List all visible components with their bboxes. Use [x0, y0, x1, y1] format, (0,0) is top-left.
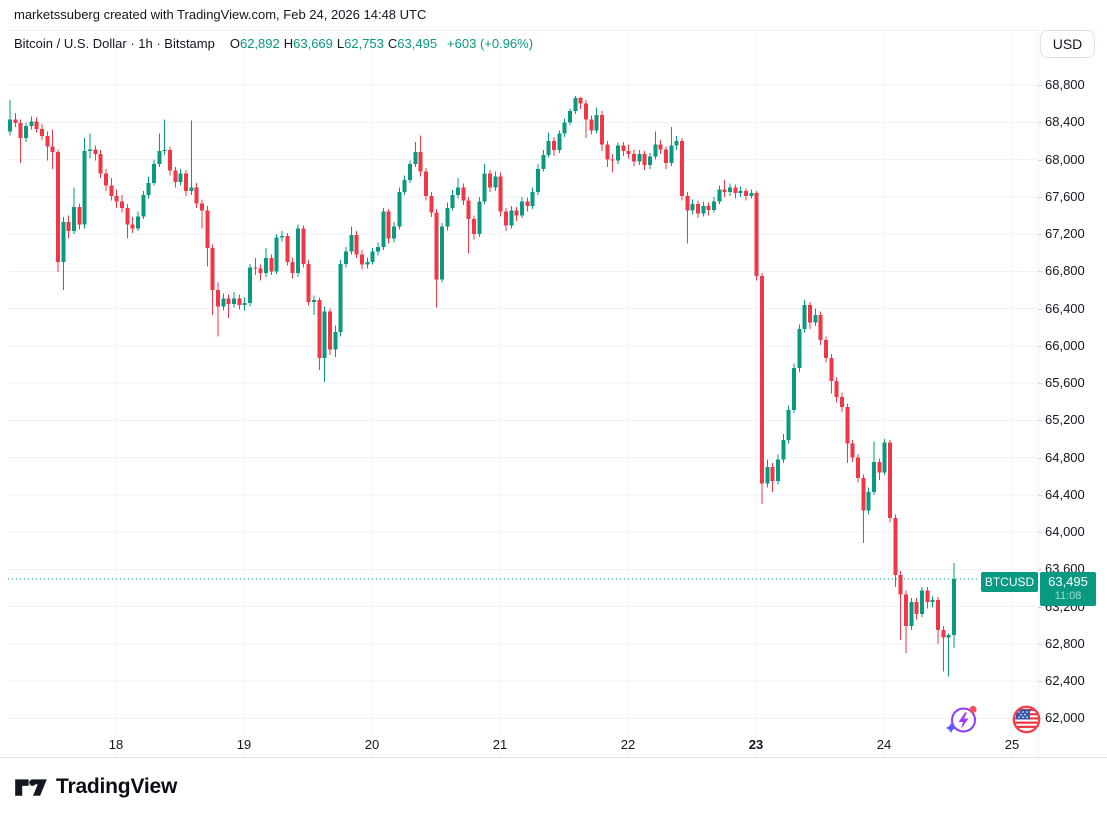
time-tick-label: 19	[236, 737, 252, 752]
time-tick-label: 21	[492, 737, 508, 752]
ohlc-key: C	[387, 36, 398, 51]
price-tick-mark	[1038, 606, 1042, 608]
ohlc-value: 62,753	[344, 36, 384, 51]
price-tick-label: 65,600	[1045, 375, 1085, 391]
price-tick-mark	[1038, 457, 1042, 459]
price-tick-mark	[1038, 196, 1042, 198]
price-tick-mark	[1038, 85, 1042, 86]
boost-spark-icon[interactable]	[944, 701, 980, 737]
price-tick-mark	[1038, 569, 1042, 571]
ohlc-value: 63,495	[397, 36, 438, 51]
last-price-value: 63,495	[1048, 574, 1088, 590]
tradingview-logo-icon	[15, 779, 47, 796]
price-tick-mark	[1038, 681, 1042, 683]
price-tick-label: 65,200	[1045, 412, 1085, 428]
time-tick-label: 24	[876, 737, 892, 752]
price-tick-label: 66,400	[1045, 300, 1085, 316]
bar-countdown: 11:08	[1054, 590, 1082, 603]
price-tick-mark	[1038, 532, 1042, 534]
price-tick-mark	[1038, 234, 1042, 235]
time-tick-label: 18	[108, 737, 124, 752]
ohlc-value: 62,892	[239, 36, 280, 51]
price-tick-mark	[1038, 159, 1042, 161]
last-price-label: 63,495 11:08	[1040, 572, 1096, 607]
time-tick-label: 22	[620, 737, 636, 752]
price-tick-label: 68,000	[1045, 151, 1085, 167]
price-tick-label: 67,600	[1045, 188, 1085, 204]
price-tick-label: 62,400	[1045, 673, 1085, 689]
currency-toggle-button[interactable]: USD	[1040, 30, 1095, 58]
price-tick-label: 68,400	[1045, 114, 1085, 130]
brand-name: TradingView	[56, 775, 178, 798]
price-tick-mark	[1038, 420, 1042, 422]
price-axis-divider	[1038, 30, 1039, 757]
price-tick-label: 64,400	[1045, 486, 1085, 502]
price-tick-mark	[1038, 383, 1042, 385]
time-tick-label: 25	[1004, 737, 1020, 752]
price-tick-label: 62,800	[1045, 635, 1085, 651]
price-tick-mark	[1038, 494, 1042, 496]
price-tick-mark	[1038, 271, 1042, 273]
price-tick-mark	[1038, 643, 1042, 645]
price-tick-label: 66,000	[1045, 337, 1085, 353]
symbol-tag-text: BTCUSD	[984, 575, 1035, 590]
price-tick-label: 64,800	[1045, 449, 1085, 465]
symbol-tag-label: BTCUSD	[981, 572, 1038, 593]
footer-brand[interactable]: TradingView	[14, 774, 177, 800]
price-tick-mark	[1038, 308, 1042, 310]
price-tick-label: 66,800	[1045, 263, 1085, 279]
ohlc-values: O62,892 H63,669 L62,753 C63,495	[226, 36, 437, 51]
price-tick-mark	[1038, 122, 1042, 124]
price-tick-label: 64,000	[1045, 524, 1085, 540]
ohlc-key: L	[336, 36, 345, 51]
time-tick-label: 20	[364, 737, 380, 752]
price-tick-label: 62,000	[1045, 710, 1085, 726]
price-tick-mark	[1038, 345, 1042, 347]
price-tick-label: 67,200	[1045, 226, 1085, 241]
symbol-legend[interactable]: Bitcoin / U.S. Dollar · 1h · Bitstamp O6…	[14, 36, 533, 51]
change-value: +603 (+0.96%)	[447, 36, 534, 51]
attribution-text: marketssuberg created with TradingView.c…	[14, 7, 427, 22]
us-flag-icon[interactable]	[1012, 705, 1041, 734]
price-tick-label: 68,800	[1045, 77, 1085, 92]
ohlc-key: O	[229, 36, 240, 51]
symbol-title[interactable]: Bitcoin / U.S. Dollar · 1h · Bitstamp	[14, 36, 215, 51]
time-axis-divider	[0, 757, 1107, 758]
ohlc-key: H	[283, 36, 294, 51]
time-tick-label: 23	[748, 737, 764, 752]
ohlc-value: 63,669	[293, 36, 333, 51]
header-divider	[8, 30, 1099, 31]
